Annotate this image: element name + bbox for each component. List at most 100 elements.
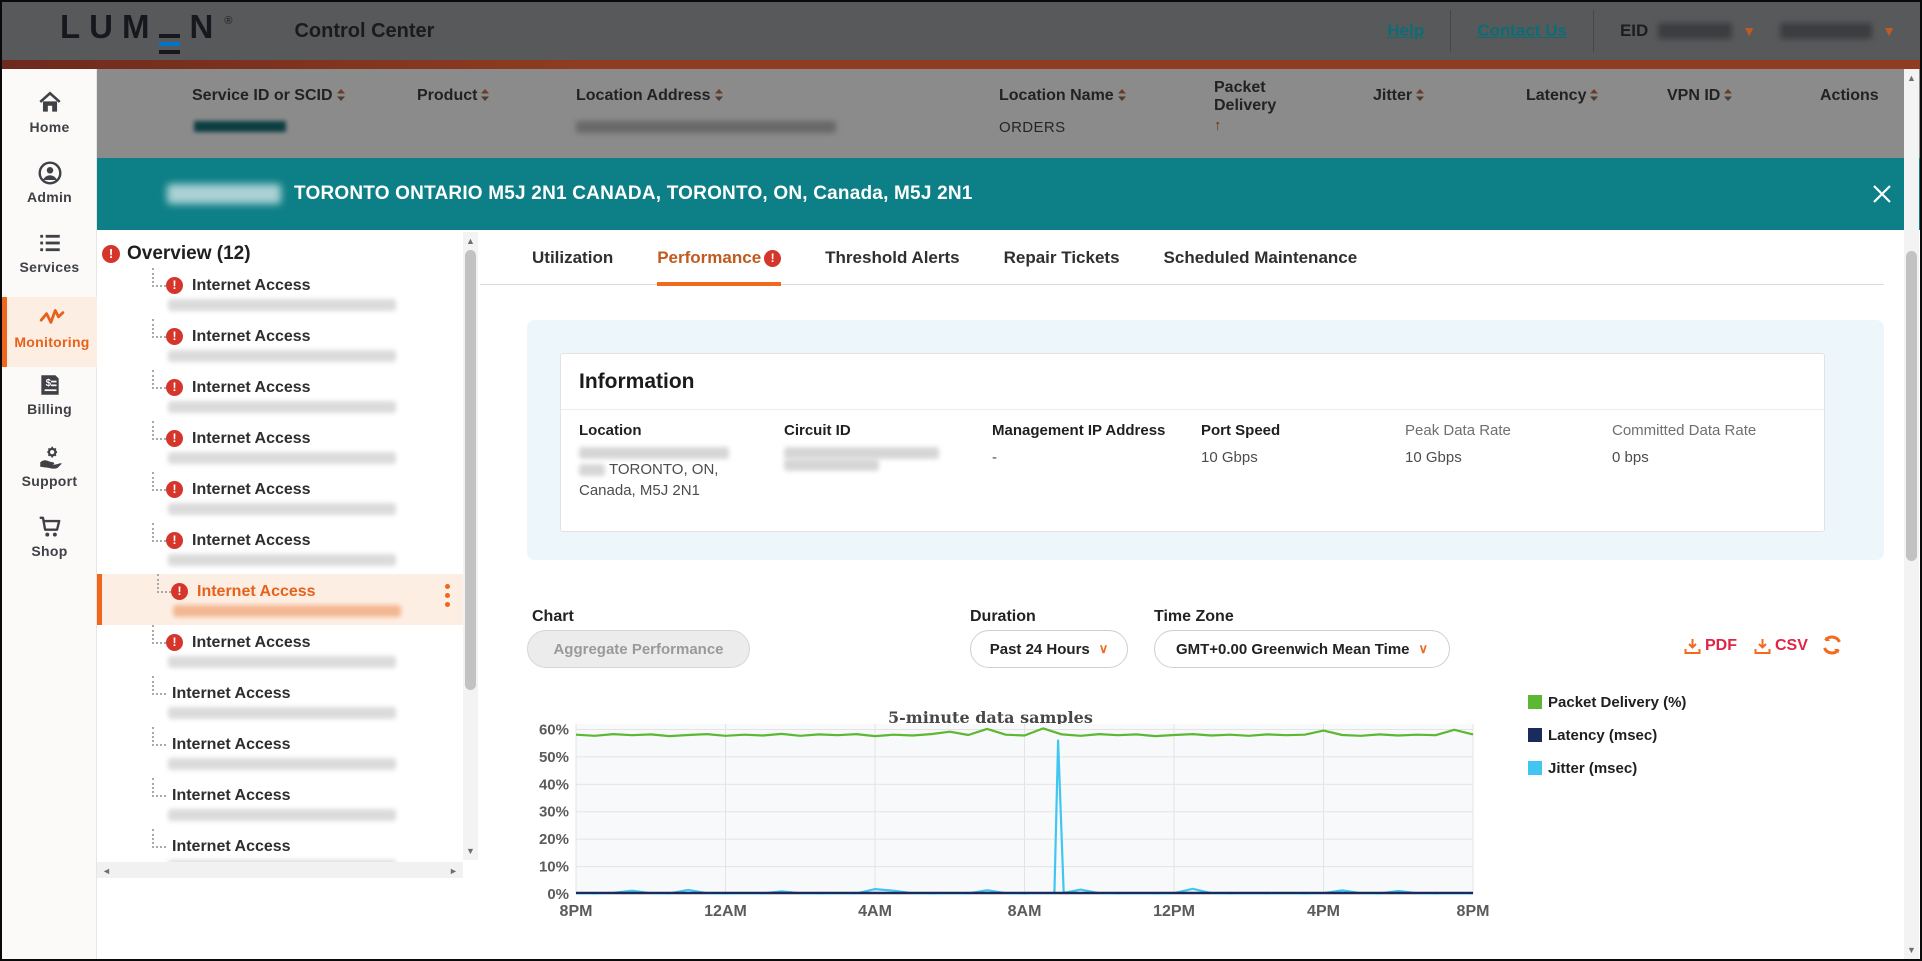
field-label: Circuit ID (784, 422, 851, 439)
sidebar: Home Admin Services Monitoring $ Billing Suppo… (2, 69, 97, 959)
overview-item-internet-access[interactable]: ! Internet Access (97, 319, 463, 370)
overview-item-internet-access[interactable]: ! Internet Access (97, 472, 463, 523)
sidebar-item-shop[interactable]: Shop (2, 514, 97, 578)
field-value (784, 459, 984, 471)
tree-connector (152, 829, 166, 848)
overview-item-internet-access[interactable]: ! Internet Access (97, 370, 463, 421)
column-header-location-name[interactable]: Location Name (999, 87, 1127, 105)
redacted-service-id (168, 503, 396, 515)
alert-icon: ! (166, 481, 183, 498)
overview-item-internet-access[interactable]: ! Internet Access (97, 523, 463, 574)
legend-swatch (1528, 761, 1542, 775)
chart-subtitle: 5-minute data samples (888, 708, 1093, 727)
scroll-left-icon[interactable]: ◄ (102, 866, 111, 876)
info-field-port-speed: Port Speed 10 Gbps (1201, 422, 1401, 468)
legend-swatch (1528, 695, 1542, 709)
column-header-product[interactable]: Product (417, 87, 490, 105)
overview-item-internet-access[interactable]: ! Internet Access (97, 574, 463, 625)
overview-title: Overview (12) (127, 243, 251, 264)
sidebar-item-home[interactable]: Home (2, 90, 97, 154)
overview-item-internet-access[interactable]: Internet Access (97, 727, 463, 778)
overview-item-internet-access[interactable]: ! Internet Access (97, 625, 463, 676)
sidebar-item-support[interactable]: Support (2, 444, 97, 508)
service-label: Internet Access (197, 583, 316, 600)
sidebar-item-label: Support (21, 473, 78, 489)
chart-legend: Packet Delivery (%) Latency (msec) Jitter … (1528, 695, 1686, 794)
svg-text:10%: 10% (539, 859, 569, 876)
close-icon[interactable] (1870, 182, 1894, 206)
overview-item-internet-access[interactable]: ! Internet Access (97, 268, 463, 319)
sidebar-item-monitoring[interactable]: Monitoring (2, 297, 97, 367)
download-csv-button[interactable]: CSV (1754, 637, 1808, 655)
aggregate-performance-button[interactable]: Aggregate Performance (527, 630, 750, 668)
tab-performance[interactable]: Performance! (657, 248, 782, 286)
column-header-location-address[interactable]: Location Address (576, 87, 724, 105)
pdf-label: PDF (1705, 637, 1737, 654)
tree-connector (152, 727, 166, 746)
registered-mark: ® (224, 15, 233, 27)
chevron-down-icon: ∨ (1098, 641, 1109, 656)
overview-scrollbar-vertical[interactable]: ▲ ▼ (463, 232, 478, 860)
duration-dropdown[interactable]: Past 24 Hours ∨ (970, 630, 1128, 668)
svg-text:30%: 30% (539, 804, 569, 821)
column-header-jitter[interactable]: Jitter (1373, 87, 1425, 105)
field-label: Port Speed (1201, 422, 1281, 439)
alert-icon: ! (166, 379, 183, 396)
app-title: Control Center (294, 19, 435, 42)
tree-connector (152, 421, 166, 440)
redacted-service-id (168, 656, 396, 668)
tab-utilization[interactable]: Utilization (532, 248, 614, 267)
field-label: Committed Data Rate (1612, 422, 1757, 439)
field-value: 0 bps (1612, 449, 1649, 466)
overview-item-internet-access[interactable]: ! Internet Access (97, 421, 463, 472)
item-menu-icon[interactable] (445, 584, 451, 611)
csv-label: CSV (1775, 637, 1808, 654)
redacted-address-prefix (167, 184, 281, 204)
tab-scheduled-maintenance[interactable]: Scheduled Maintenance (1163, 248, 1358, 267)
monitoring-icon (39, 305, 65, 331)
tree-connector (157, 574, 171, 593)
redacted-service-id-link[interactable] (194, 121, 286, 132)
redacted-service-id (168, 707, 396, 719)
eid-selector[interactable]: EID ▼ ▼ (1594, 21, 1896, 41)
download-pdf-button[interactable]: PDF (1684, 637, 1737, 655)
column-header-actions: Actions (1820, 87, 1879, 104)
svg-text:$: $ (45, 378, 51, 389)
column-header-vpn-id[interactable]: VPN ID (1667, 87, 1733, 105)
sidebar-item-billing[interactable]: $ Billing (2, 372, 97, 436)
sidebar-item-admin[interactable]: Admin (2, 160, 97, 224)
duration-value: Past 24 Hours (989, 640, 1090, 658)
svg-text:12AM: 12AM (704, 903, 747, 920)
help-link[interactable]: Help (1387, 21, 1425, 40)
column-header-service-id-or-scid[interactable]: Service ID or SCID (192, 87, 346, 105)
timezone-dropdown[interactable]: GMT+0.00 Greenwich Mean Time ∨ (1154, 630, 1450, 668)
contact-us-link[interactable]: Contact Us (1477, 21, 1567, 40)
header-actions: Help Contact Us EID ▼ ▼ (1361, 10, 1896, 52)
scroll-up-icon[interactable]: ▲ (466, 236, 475, 246)
scroll-up-icon[interactable]: ▲ (1907, 73, 1916, 83)
scroll-down-icon[interactable]: ▼ (466, 846, 475, 856)
svg-text:8AM: 8AM (1008, 903, 1042, 920)
overview-scrollbar-horizontal[interactable]: ◄ ► (97, 862, 463, 878)
scroll-right-icon[interactable]: ► (449, 866, 458, 876)
scrollbar-thumb[interactable] (1906, 251, 1917, 561)
field-value: 10 Gbps (1405, 449, 1462, 466)
detail-scrollbar[interactable]: ▲ ▼ (1904, 69, 1919, 959)
detail-tabs: Utilization Performance! Threshold Alerts R… (480, 248, 1884, 286)
svg-text:50%: 50% (539, 749, 569, 766)
scroll-down-icon[interactable]: ▼ (1907, 945, 1916, 955)
column-header-packet-delivery[interactable]: Packet Delivery ↑ (1214, 79, 1314, 134)
field-label: Management IP Address (992, 422, 1166, 439)
tab-threshold-alerts[interactable]: Threshold Alerts (825, 248, 960, 267)
redacted-user-name (1780, 23, 1873, 39)
overview-item-internet-access[interactable]: Internet Access (97, 676, 463, 727)
overview-item-internet-access[interactable]: Internet Access (97, 778, 463, 829)
information-title: Information (579, 370, 695, 393)
tab-repair-tickets[interactable]: Repair Tickets (1003, 248, 1120, 267)
refresh-button[interactable] (1820, 633, 1844, 657)
sidebar-item-services[interactable]: Services (2, 230, 97, 294)
scrollbar-thumb[interactable] (465, 250, 476, 690)
legend-item: Latency (msec) (1528, 728, 1686, 743)
admin-icon (37, 160, 63, 186)
column-header-latency[interactable]: Latency (1526, 87, 1599, 105)
